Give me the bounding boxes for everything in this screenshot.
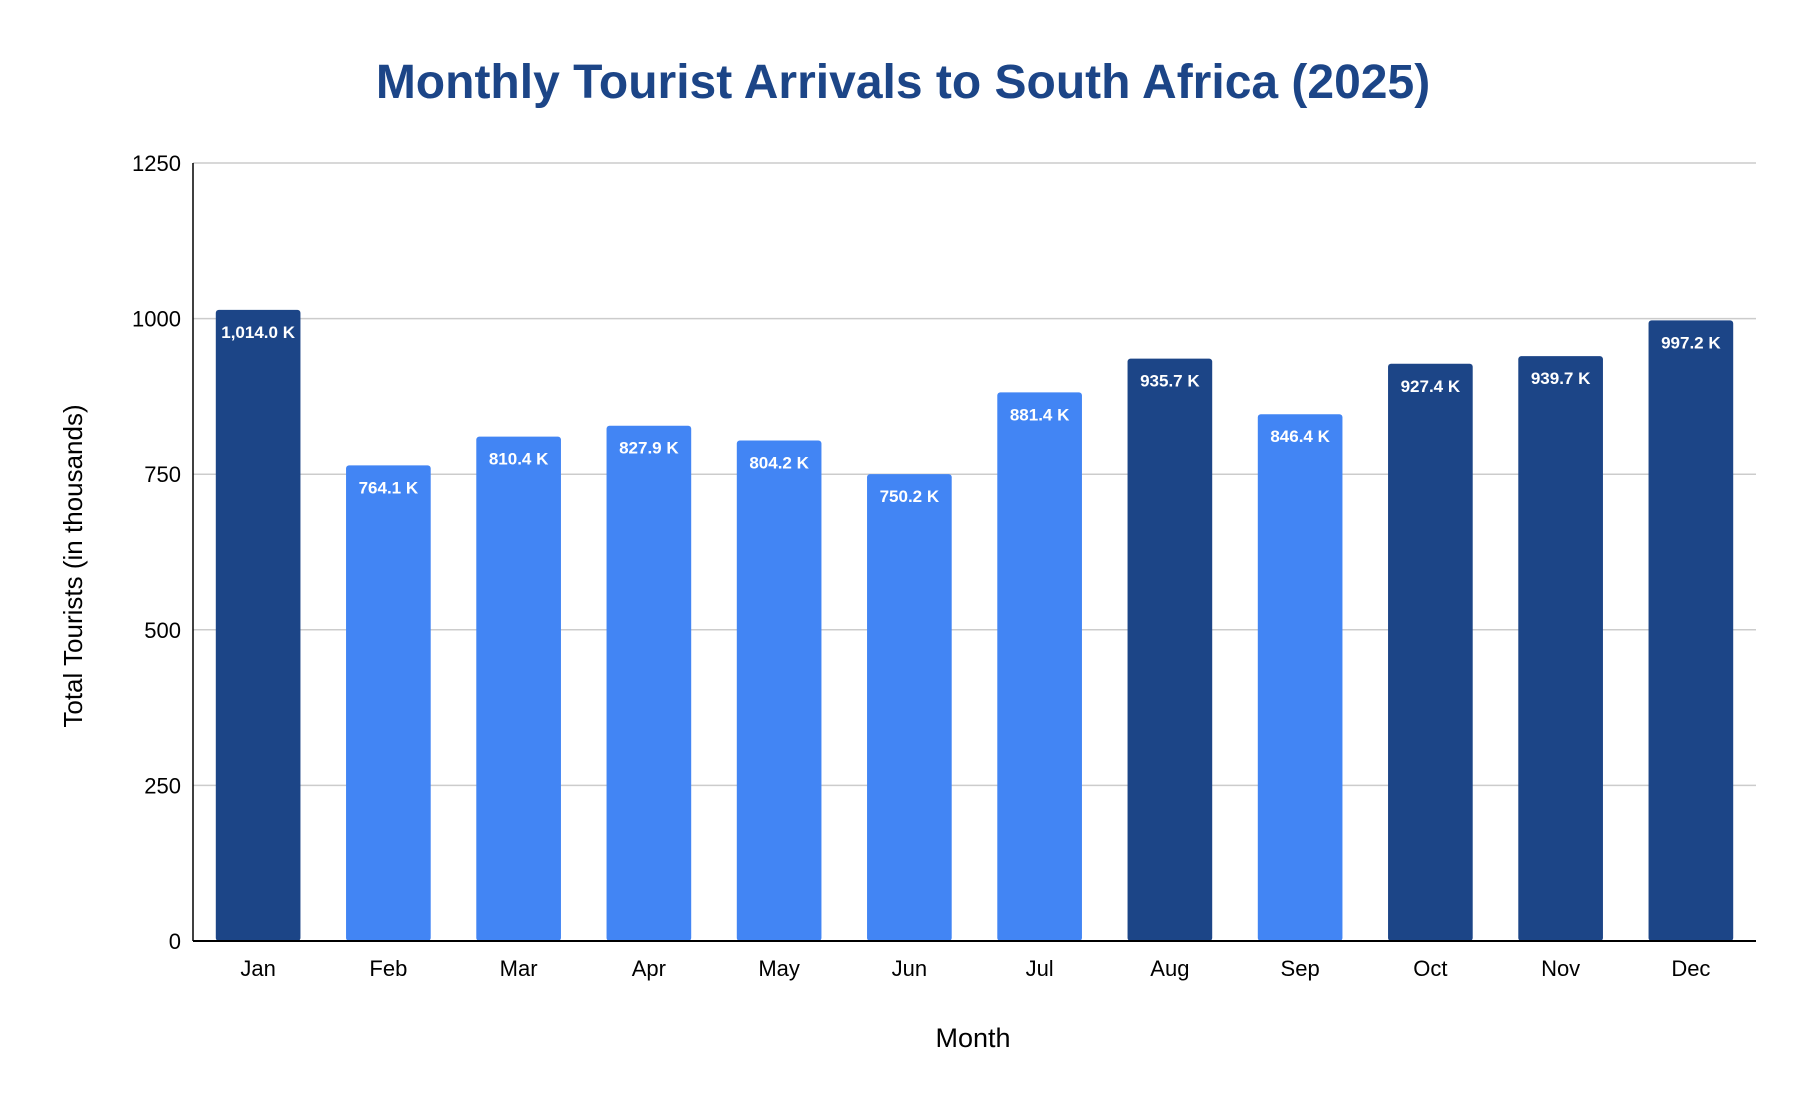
data-label-sep: 846.4 K [1270, 427, 1330, 446]
data-label-dec: 997.2 K [1661, 333, 1721, 352]
bar-mar [476, 436, 561, 941]
data-label-feb: 764.1 K [359, 478, 419, 497]
y-axis-label: Total Tourists (in thousands) [58, 404, 88, 727]
x-tick-label-jun: Jun [892, 956, 927, 981]
y-tick-label: 750 [144, 462, 181, 487]
x-tick-label-feb: Feb [369, 956, 407, 981]
bar-jun [867, 474, 952, 941]
x-tick-label-mar: Mar [500, 956, 538, 981]
y-tick-label: 500 [144, 618, 181, 643]
bars [215, 309, 1734, 941]
bar-sep [1257, 414, 1343, 941]
data-labels: 1,014.0 K 764.1 K 810.4 K 827.9 K 804.2 K 750… [221, 323, 1721, 506]
x-axis-ticks: Jan Feb Mar Apr May Jun Jul Aug Sep Oct Nov Dec [240, 956, 1710, 981]
chart-title: Monthly Tourist Arrivals to South Africa… [376, 56, 1430, 109]
y-tick-label: 1000 [132, 307, 181, 332]
data-label-oct: 927.4 K [1401, 377, 1461, 396]
bar-may [736, 440, 822, 941]
data-label-apr: 827.9 K [619, 439, 679, 458]
x-tick-label-jul: Jul [1026, 956, 1054, 981]
data-label-jan: 1,014.0 K [221, 323, 295, 342]
data-label-aug: 935.7 K [1140, 372, 1200, 391]
x-tick-label-nov: Nov [1541, 956, 1580, 981]
x-tick-label-jan: Jan [240, 956, 275, 981]
data-label-may: 804.2 K [749, 453, 809, 472]
x-tick-label-oct: Oct [1413, 956, 1447, 981]
x-axis-label: Month [935, 1023, 1010, 1053]
x-tick-label-may: May [758, 956, 800, 981]
x-tick-label-apr: Apr [632, 956, 666, 981]
bar-apr [606, 425, 692, 941]
bar-oct [1388, 363, 1473, 941]
y-tick-label: 0 [169, 929, 181, 954]
bar-dec [1648, 320, 1734, 941]
bar-aug [1127, 358, 1213, 941]
x-tick-label-sep: Sep [1281, 956, 1320, 981]
bar-jul [997, 392, 1082, 941]
data-label-jun: 750.2 K [880, 487, 940, 506]
x-tick-label-dec: Dec [1671, 956, 1710, 981]
gridlines [193, 162, 1756, 787]
data-label-jul: 881.4 K [1010, 405, 1070, 424]
y-axis-ticks: 0 250 500 750 1000 1250 [132, 151, 181, 954]
bar-feb [346, 465, 431, 941]
data-label-mar: 810.4 K [489, 450, 549, 469]
data-label-nov: 939.7 K [1531, 369, 1591, 388]
x-tick-label-aug: Aug [1150, 956, 1189, 981]
bar-nov [1518, 356, 1603, 941]
bar-jan [215, 309, 301, 941]
y-tick-label: 250 [144, 773, 181, 798]
y-tick-label: 1250 [132, 151, 181, 176]
